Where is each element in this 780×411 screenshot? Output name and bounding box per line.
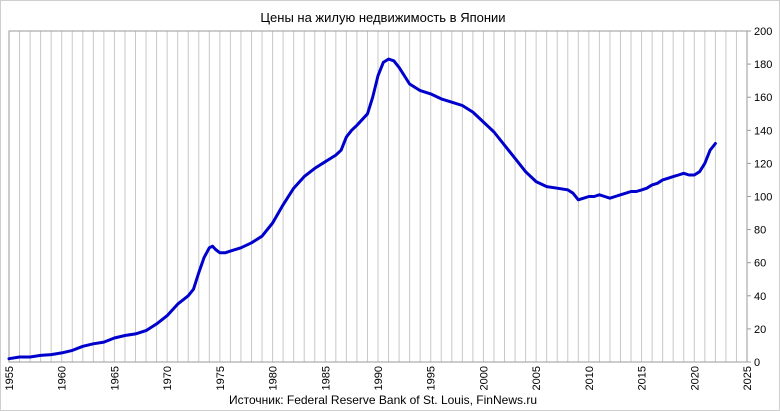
x-tick-label: 2025 [742, 366, 754, 390]
x-tick-label: 2000 [478, 366, 490, 390]
y-tick-label: 80 [754, 225, 766, 237]
x-tick-label: 1960 [57, 366, 69, 390]
y-tick-label: 180 [754, 59, 772, 71]
y-tick-label: 120 [754, 158, 772, 170]
axis-layer: 1955 1960 1965 1970 1975 1980 1985 1990 1995 2000… [4, 26, 772, 390]
x-tick-label: 2015 [637, 366, 649, 390]
x-tick-label: 1980 [268, 366, 280, 390]
x-tick-label: 1990 [373, 366, 385, 390]
price-index-line [7, 57, 717, 361]
y-tick-label: 140 [754, 125, 772, 137]
y-tick-label: 160 [754, 92, 772, 104]
x-tick-label: 1965 [109, 366, 121, 390]
x-tick-label: 1985 [320, 366, 332, 390]
x-tick-label: 2010 [584, 366, 596, 390]
x-tick-label: 1970 [162, 366, 174, 390]
y-tick-label: 20 [754, 324, 766, 336]
chart-title: Цены на жилую недвижимость в Японии [260, 10, 505, 25]
y-tick-label: 200 [754, 26, 772, 38]
y-tick-label: 100 [754, 192, 772, 204]
series-layer [7, 57, 717, 361]
y-tick-label: 0 [754, 357, 760, 369]
y-tick-label: 40 [754, 291, 766, 303]
x-tick-label: 1995 [426, 366, 438, 390]
x-tick-label: 2005 [531, 366, 543, 390]
y-tick-label: 60 [754, 258, 766, 270]
x-tick-label: 1955 [4, 366, 16, 390]
grid-layer [8, 30, 748, 363]
x-tick-label: 1975 [215, 366, 227, 390]
x-tick-label: 2020 [689, 366, 701, 390]
chart-source: Источник: Federal Reserve Bank of St. Lo… [229, 393, 537, 407]
